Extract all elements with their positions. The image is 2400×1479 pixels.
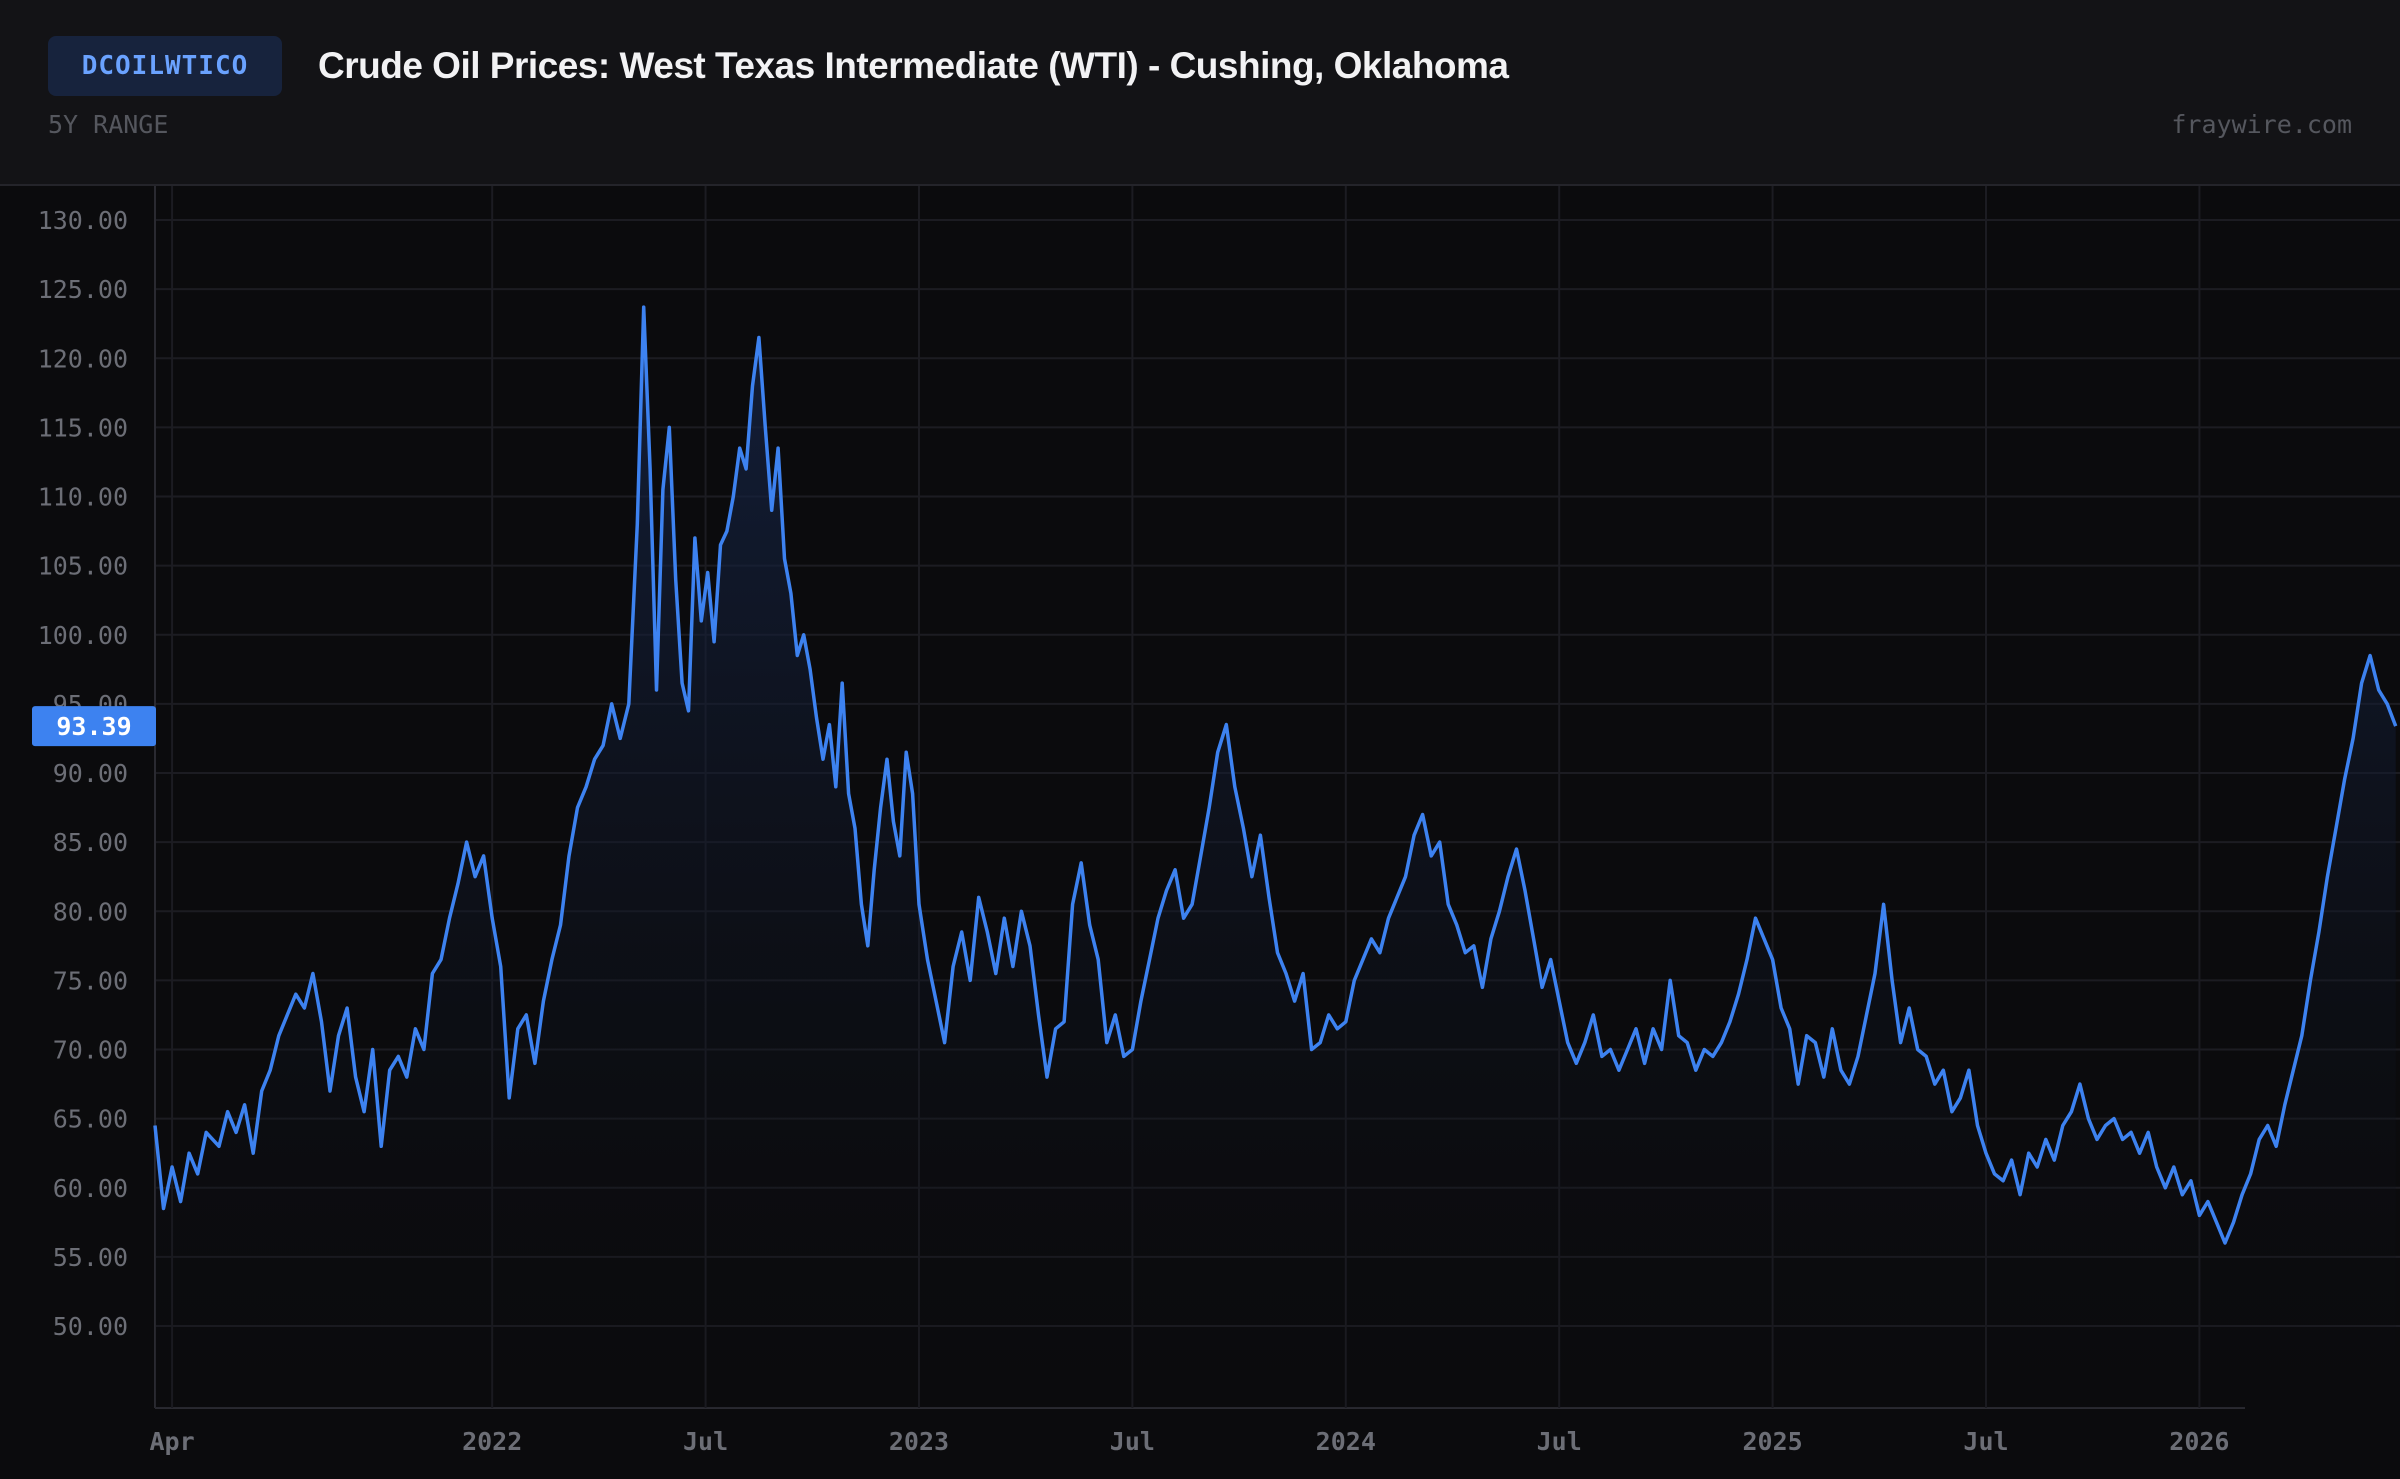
price-area-fill [155, 307, 2396, 1409]
chart-header: DCOILWTICO Crude Oil Prices: West Texas … [0, 0, 2400, 186]
y-tick-label: 65.00 [53, 1105, 128, 1134]
x-tick-label: Jul [1110, 1427, 1155, 1456]
y-tick-label: 120.00 [38, 344, 128, 373]
y-tick-label: 110.00 [38, 483, 128, 512]
x-tick-label: 2022 [462, 1427, 522, 1456]
y-tick-label: 130.00 [38, 206, 128, 235]
x-tick-label: Apr [149, 1427, 194, 1456]
x-tick-label: Jul [683, 1427, 728, 1456]
y-tick-label: 105.00 [38, 552, 128, 581]
x-tick-label: 2025 [1742, 1427, 1802, 1456]
last-price-value: 93.39 [56, 712, 131, 741]
chart-area[interactable]: 50.00 55.00 60.00 65.00 70.00 75.00 80.00 85.00… [0, 186, 2400, 1479]
price-line[interactable] [153, 305, 2398, 1245]
y-tick-label: 60.00 [53, 1174, 128, 1203]
x-tick-label: 2023 [889, 1427, 949, 1456]
y-tick-label: 125.00 [38, 275, 128, 304]
y-tick-label: 100.00 [38, 621, 128, 650]
x-axis: Apr 2022 Jul 2023 Jul 2024 Jul 2025 Jul 2026 [149, 1427, 2229, 1456]
range-label[interactable]: 5Y RANGE [48, 110, 169, 139]
y-tick-label: 70.00 [53, 1036, 128, 1065]
y-axis: 50.00 55.00 60.00 65.00 70.00 75.00 80.00 85.00… [38, 206, 128, 1341]
site-watermark[interactable]: fraywire.com [2171, 110, 2352, 139]
y-tick-label: 75.00 [53, 966, 128, 995]
chart-title: Crude Oil Prices: West Texas Intermediat… [318, 45, 1509, 86]
y-tick-label: 50.00 [53, 1312, 128, 1341]
x-tick-label: 2026 [2169, 1427, 2229, 1456]
series-symbol-badge[interactable]: DCOILWTICO [48, 36, 282, 96]
x-tick-label: 2024 [1316, 1427, 1376, 1456]
y-tick-label: 55.00 [53, 1243, 128, 1272]
last-price-tag-bg [32, 706, 156, 747]
x-tick-label: Jul [1963, 1427, 2008, 1456]
x-tick-label: Jul [1537, 1427, 1582, 1456]
y-tick-label: 90.00 [53, 759, 128, 788]
price-chart[interactable]: 50.00 55.00 60.00 65.00 70.00 75.00 80.00 85.00… [0, 186, 2400, 1479]
y-tick-label: 80.00 [53, 897, 128, 926]
last-price-tag: 93.39 [32, 706, 156, 747]
y-tick-label: 115.00 [38, 413, 128, 442]
y-tick-label: 85.00 [53, 828, 128, 857]
